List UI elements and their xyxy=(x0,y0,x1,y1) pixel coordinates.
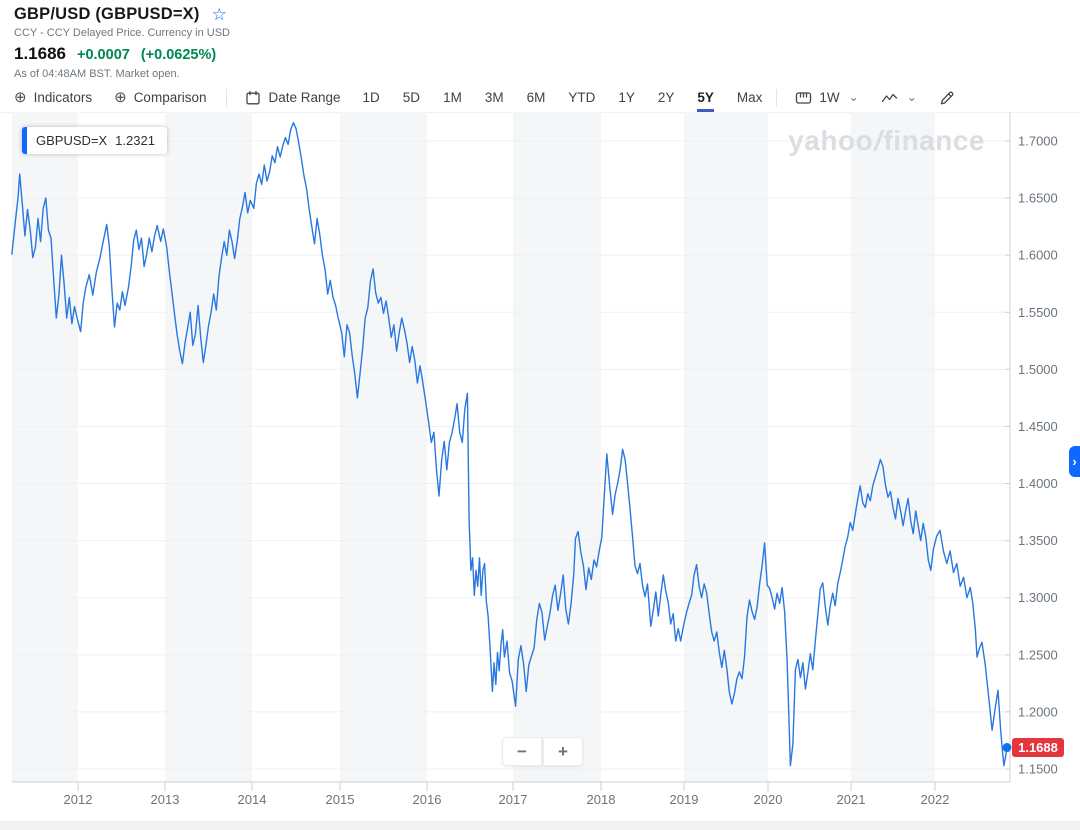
current-price: 1.1686 xyxy=(14,44,66,63)
legend-color-bar xyxy=(22,127,27,154)
range-button-2y[interactable]: 2Y xyxy=(657,90,675,105)
y-axis-label: 1.3000 xyxy=(1018,590,1058,605)
interval-icon xyxy=(796,91,812,104)
range-button-1d[interactable]: 1D xyxy=(362,90,380,105)
date-range-button[interactable]: Date Range xyxy=(245,90,341,106)
x-axis-label: 2020 xyxy=(754,792,783,807)
x-axis-label: 2019 xyxy=(670,792,699,807)
zoom-in-button[interactable]: + xyxy=(543,737,583,766)
last-price-dot xyxy=(1002,743,1012,753)
yahoo-finance-watermark: yahoo/finance xyxy=(788,125,985,157)
line-chart-icon xyxy=(881,93,897,102)
y-axis-label: 1.1500 xyxy=(1018,762,1058,777)
price-chart-canvas[interactable]: 1.7000 1.6500 1.6000 1.5500 1.5000 1.4500 1.40… xyxy=(0,112,1080,829)
legend-symbol: GBPUSD=X xyxy=(36,133,108,148)
as-of-text: As of 04:48AM BST. Market open. xyxy=(14,68,180,80)
year-band xyxy=(165,112,252,782)
chevron-right-icon: › xyxy=(1072,454,1077,469)
y-axis-label: 1.4000 xyxy=(1018,476,1058,491)
x-axis-label: 2017 xyxy=(499,792,528,807)
x-axis-label: 2012 xyxy=(64,792,93,807)
page-bottom-strip xyxy=(0,821,1080,830)
toolbar-divider xyxy=(226,88,228,107)
quote-subtitle: CCY - CCY Delayed Price. Currency in USD xyxy=(14,27,230,39)
price-change-percent: (+0.0625%) xyxy=(140,47,217,63)
range-button-ytd[interactable]: YTD xyxy=(568,90,596,105)
y-axis-label: 1.3500 xyxy=(1018,533,1058,548)
year-band xyxy=(340,112,427,782)
toolbar-divider xyxy=(776,88,778,107)
comparison-label: Comparison xyxy=(133,90,207,105)
x-axis-label: 2018 xyxy=(587,792,616,807)
follow-star-icon[interactable]: ☆ xyxy=(211,5,227,24)
y-axis-label: 1.6000 xyxy=(1018,248,1058,263)
interval-label: 1W xyxy=(819,90,840,105)
x-axis-label: 2021 xyxy=(837,792,866,807)
x-axis-label: 2013 xyxy=(151,792,180,807)
chevron-down-icon: ⌄ xyxy=(906,89,917,104)
calendar-icon xyxy=(246,90,261,104)
y-axis-label: 1.6500 xyxy=(1018,191,1058,206)
range-button-6m[interactable]: 6M xyxy=(526,90,546,105)
indicators-label: Indicators xyxy=(33,90,93,105)
watermark-slash: / xyxy=(874,125,883,156)
watermark-text: yahoo xyxy=(788,125,874,156)
range-buttons: 1D 5D 1M 3M 6M YTD 1Y 2Y 5Y Max xyxy=(363,83,763,112)
y-axis-label: 1.5500 xyxy=(1018,305,1058,320)
pencil-icon xyxy=(940,91,954,104)
chart-toolbar: ⊕ Indicators ⊕ Comparison Date Range 1D 5… xyxy=(0,83,1080,113)
year-band xyxy=(513,112,601,782)
expand-panel-button[interactable]: › xyxy=(1069,446,1080,477)
page-title: GBP/USD (GBPUSD=X) xyxy=(14,5,200,23)
chart-legend-chip: GBPUSD=X 1.2321 xyxy=(22,127,167,154)
y-axis-label: 1.2500 xyxy=(1018,647,1058,662)
range-button-3m[interactable]: 3M xyxy=(484,90,504,105)
x-axis-label: 2022 xyxy=(921,792,950,807)
price-change: +0.0007 xyxy=(77,47,130,63)
chevron-down-icon: ⌄ xyxy=(848,89,859,104)
price-line-series xyxy=(11,122,1008,767)
y-axis-label: 1.5000 xyxy=(1018,362,1058,377)
range-button-1y[interactable]: 1Y xyxy=(618,90,635,105)
range-button-5y[interactable]: 5Y xyxy=(697,83,714,112)
circled-plus-icon: ⊕ xyxy=(114,89,127,106)
interval-selector[interactable]: 1W ⌄ xyxy=(795,89,859,106)
zoom-controls: − + xyxy=(502,737,583,766)
range-button-max[interactable]: Max xyxy=(736,90,763,105)
date-range-label: Date Range xyxy=(268,90,341,105)
x-axis-label: 2014 xyxy=(238,792,267,807)
comparison-button[interactable]: ⊕ Comparison xyxy=(114,90,206,105)
legend-value: 1.2321 xyxy=(115,133,155,148)
y-axis-label: 1.7000 xyxy=(1018,134,1058,149)
year-band xyxy=(851,112,935,782)
chart-type-selector[interactable]: ⌄ xyxy=(881,90,917,106)
watermark-text: finance xyxy=(883,125,985,156)
indicators-button[interactable]: ⊕ Indicators xyxy=(14,90,92,105)
x-axis-label: 2016 xyxy=(413,792,442,807)
y-axis-label: 1.2000 xyxy=(1018,704,1058,719)
last-price-badge: 1.1688 xyxy=(1012,738,1064,758)
range-button-1m[interactable]: 1M xyxy=(443,90,462,105)
draw-tool-button[interactable] xyxy=(939,90,955,106)
year-band xyxy=(684,112,768,782)
y-axis-label: 1.4500 xyxy=(1018,419,1058,434)
circled-plus-icon: ⊕ xyxy=(14,89,27,106)
quote-header: GBP/USD (GBPUSD=X) ☆ CCY - CCY Delayed P… xyxy=(14,5,230,80)
range-button-5d[interactable]: 5D xyxy=(402,90,421,105)
year-band xyxy=(12,112,78,782)
x-axis-label: 2015 xyxy=(326,792,355,807)
zoom-out-button[interactable]: − xyxy=(502,737,542,766)
